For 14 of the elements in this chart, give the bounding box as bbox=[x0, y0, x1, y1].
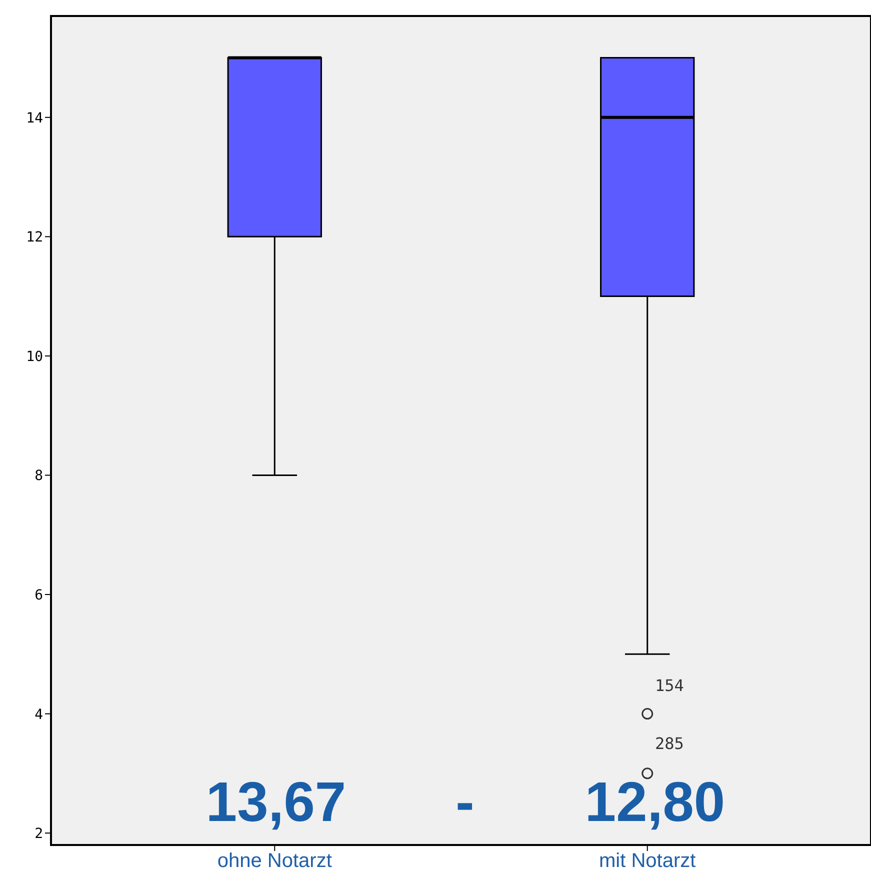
y-tick-label: 8 bbox=[34, 468, 43, 484]
y-tick-label: 14 bbox=[26, 110, 43, 126]
y-tick-label: 12 bbox=[26, 230, 43, 246]
annotation: 12,80 bbox=[584, 770, 726, 833]
annotation: 13,67 bbox=[204, 770, 348, 833]
x-tick-label: ohne Notarzt bbox=[217, 850, 332, 872]
annotation: 285 bbox=[655, 734, 685, 753]
y-tick-label: 4 bbox=[34, 706, 43, 723]
x-tick-label: mit Notarzt bbox=[599, 850, 696, 872]
y-tick-label: 6 bbox=[34, 587, 43, 604]
annotation: - bbox=[454, 770, 476, 833]
y-tick-label: 10 bbox=[26, 348, 43, 365]
annotation: 154 bbox=[655, 676, 685, 695]
y-tick-label: 2 bbox=[34, 826, 43, 842]
